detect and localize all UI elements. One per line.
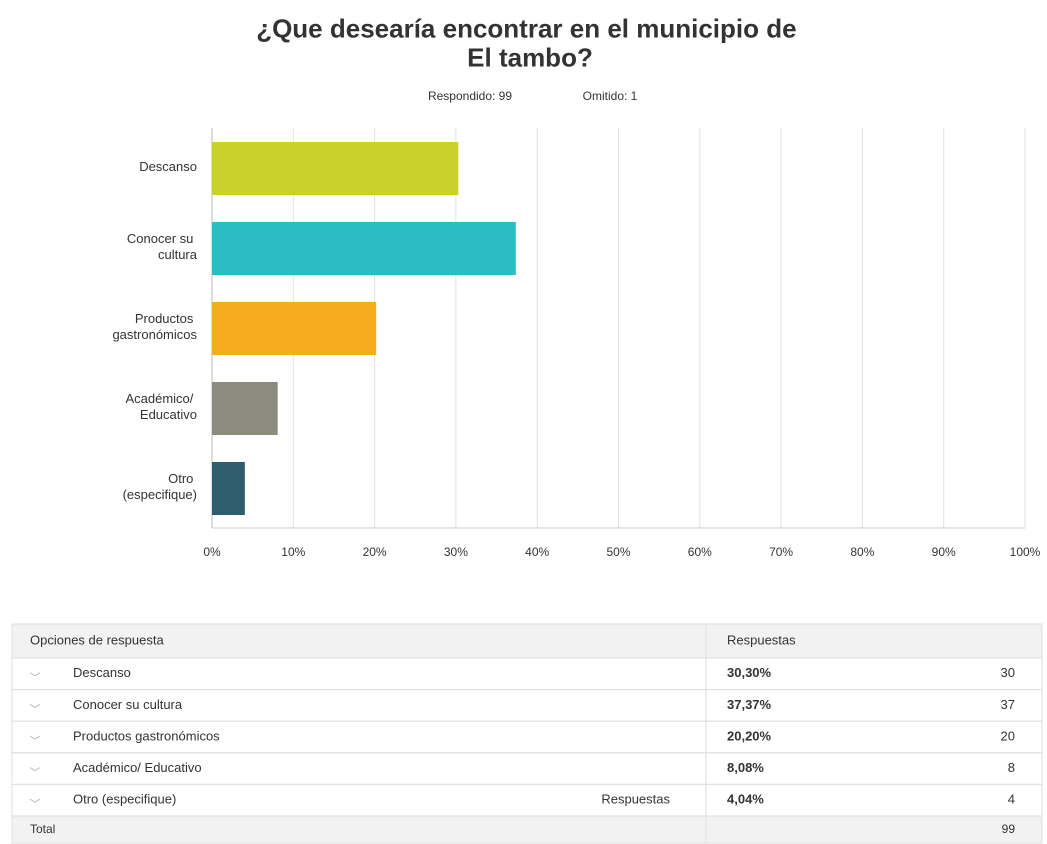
x-tick-label: 50%	[606, 545, 630, 559]
header: Respuestas	[727, 632, 796, 647]
total-label: Total	[30, 822, 55, 836]
skipped: Omitido: 1	[583, 89, 638, 103]
y-tick-label: Otro (especifique)	[123, 471, 197, 502]
percent: 4,04%	[727, 792, 764, 807]
percent: 20,20%	[727, 728, 772, 743]
bar	[212, 222, 516, 275]
y-tick-label: Descanso	[139, 159, 197, 174]
y-tick-label: Productos gastronómicos	[112, 311, 197, 342]
table-row	[11, 752, 1043, 785]
count: 8	[1008, 760, 1015, 775]
x-tick-label: 0%	[203, 545, 221, 559]
x-tick-label: 80%	[850, 545, 874, 559]
option: Conocer su cultura	[73, 697, 183, 712]
option: Descanso	[73, 665, 131, 680]
total-value: 99	[1002, 822, 1016, 836]
count: 4	[1008, 792, 1015, 807]
bar	[212, 462, 245, 515]
expand-icon	[29, 672, 41, 677]
bar	[212, 382, 278, 435]
x-tick-label: 30%	[444, 545, 468, 559]
x-tick-label: 90%	[932, 545, 956, 559]
x-tick-label: 10%	[281, 545, 305, 559]
table-row	[11, 657, 1043, 691]
percent: 30,30%	[727, 665, 772, 680]
count: 30	[1001, 665, 1015, 680]
y-tick-label: Conocer su cultura	[127, 231, 198, 262]
expand-icon	[29, 767, 41, 772]
x-tick-label: 70%	[769, 545, 793, 559]
x-tick-label: 40%	[525, 545, 549, 559]
x-tick-label: 60%	[688, 545, 712, 559]
y-tick-label: Académico/ Educativo	[125, 391, 197, 422]
table-row	[11, 720, 1043, 754]
x-tick-label: 100%	[1010, 545, 1041, 559]
table-row	[11, 783, 1043, 817]
expand-icon	[29, 735, 41, 740]
table-row	[11, 689, 1043, 722]
option: Académico/ Educativo	[73, 760, 202, 775]
answered: Respondido: 99	[428, 89, 512, 103]
expand-icon	[29, 703, 41, 708]
percent: 37,37%	[727, 697, 772, 712]
bar	[212, 302, 377, 355]
bar	[212, 142, 459, 195]
x-tick-label: 20%	[363, 545, 387, 559]
responses-link[interactable]: Respuestas	[601, 792, 670, 807]
table-header	[11, 623, 1043, 659]
count: 20	[1001, 728, 1015, 743]
percent: 8,08%	[727, 760, 764, 775]
count: 37	[1001, 697, 1015, 712]
chart-title: ¿Que desearía encontrar en el municipio …	[256, 13, 804, 72]
header: Opciones de respuesta	[30, 632, 164, 647]
table-total	[11, 815, 1043, 844]
option: Productos gastronómicos	[73, 728, 220, 743]
option: Otro (especifique)	[73, 792, 176, 807]
expand-icon	[29, 798, 41, 803]
